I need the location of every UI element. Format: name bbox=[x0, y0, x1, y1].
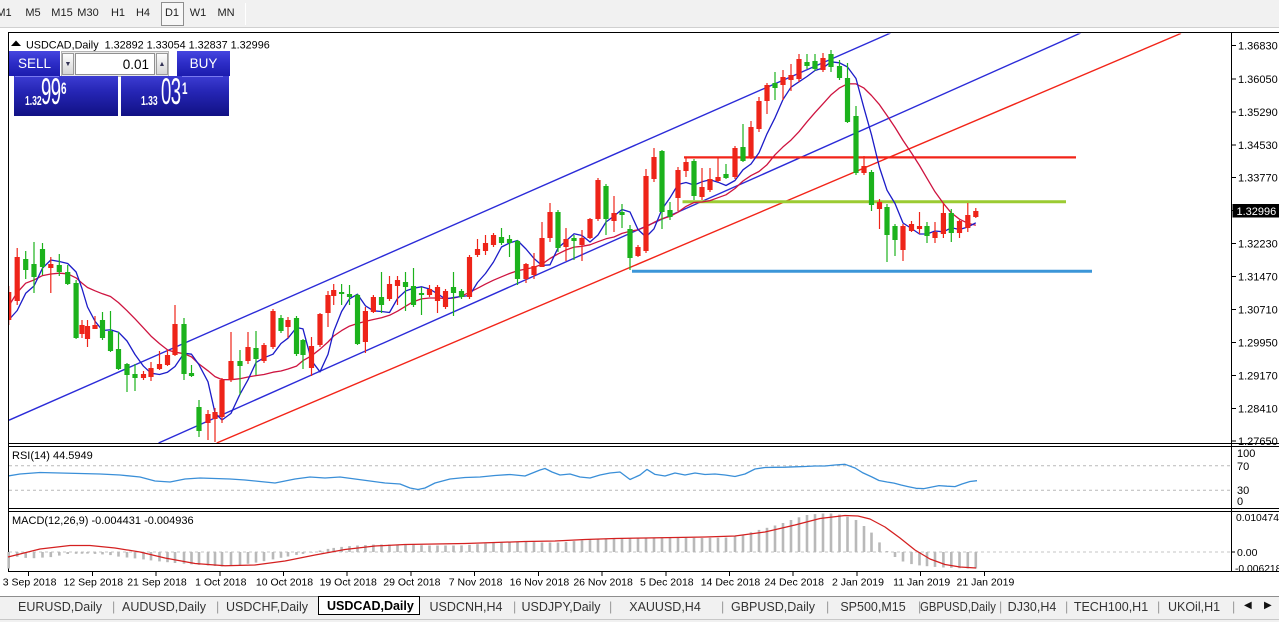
svg-text:1.31470: 1.31470 bbox=[1238, 272, 1278, 284]
svg-text:7 Nov 2018: 7 Nov 2018 bbox=[449, 577, 503, 589]
svg-text:3 Sep 2018: 3 Sep 2018 bbox=[3, 577, 57, 589]
svg-text:1.27650: 1.27650 bbox=[1238, 436, 1278, 448]
svg-text:1.36050: 1.36050 bbox=[1238, 74, 1278, 86]
svg-text:1.36830: 1.36830 bbox=[1238, 41, 1278, 53]
svg-text:21 Sep 2018: 21 Sep 2018 bbox=[127, 577, 187, 589]
svg-text:24 Dec 2018: 24 Dec 2018 bbox=[764, 577, 824, 589]
svg-text:29 Oct 2018: 29 Oct 2018 bbox=[383, 577, 440, 589]
svg-text:1.28410: 1.28410 bbox=[1238, 404, 1278, 416]
svg-text:100: 100 bbox=[1237, 448, 1255, 460]
svg-text:MACD(12,26,9) -0.004431 -0.004: MACD(12,26,9) -0.004431 -0.004936 bbox=[12, 515, 194, 527]
svg-text:14 Dec 2018: 14 Dec 2018 bbox=[701, 577, 761, 589]
svg-text:0.010474: 0.010474 bbox=[1236, 513, 1279, 524]
svg-text:1.29170: 1.29170 bbox=[1238, 371, 1278, 383]
svg-text:RSI(14) 44.5949: RSI(14) 44.5949 bbox=[12, 450, 93, 462]
svg-text:0.00: 0.00 bbox=[1237, 547, 1258, 559]
svg-text:26 Nov 2018: 26 Nov 2018 bbox=[573, 577, 633, 589]
svg-text:USDCAD,Daily 1.32892 1.33054: USDCAD,Daily 1.32892 1.33054 1.32837 1.3… bbox=[26, 40, 270, 52]
svg-text:0: 0 bbox=[1237, 496, 1243, 508]
svg-text:19 Oct 2018: 19 Oct 2018 bbox=[320, 577, 377, 589]
svg-text:12 Sep 2018: 12 Sep 2018 bbox=[64, 577, 124, 589]
svg-text:70: 70 bbox=[1237, 461, 1249, 473]
svg-text:1.34530: 1.34530 bbox=[1238, 140, 1278, 152]
svg-text:16 Nov 2018: 16 Nov 2018 bbox=[510, 577, 570, 589]
svg-text:11 Jan 2019: 11 Jan 2019 bbox=[893, 577, 950, 589]
svg-text:1.29950: 1.29950 bbox=[1238, 338, 1278, 350]
svg-text:5 Dec 2018: 5 Dec 2018 bbox=[640, 577, 694, 589]
svg-text:1 Oct 2018: 1 Oct 2018 bbox=[195, 577, 247, 589]
svg-text:1.32996: 1.32996 bbox=[1237, 206, 1277, 218]
svg-text:1.33770: 1.33770 bbox=[1238, 173, 1278, 185]
svg-text:30: 30 bbox=[1237, 485, 1249, 497]
svg-text:1.35290: 1.35290 bbox=[1238, 107, 1278, 119]
svg-text:10 Oct 2018: 10 Oct 2018 bbox=[256, 577, 313, 589]
svg-text:2 Jan 2019: 2 Jan 2019 bbox=[832, 577, 884, 589]
svg-text:1.30710: 1.30710 bbox=[1238, 305, 1278, 317]
svg-text:-0.006218: -0.006218 bbox=[1235, 564, 1279, 575]
svg-text:1.32230: 1.32230 bbox=[1238, 239, 1278, 251]
svg-text:21 Jan 2019: 21 Jan 2019 bbox=[956, 577, 1014, 589]
